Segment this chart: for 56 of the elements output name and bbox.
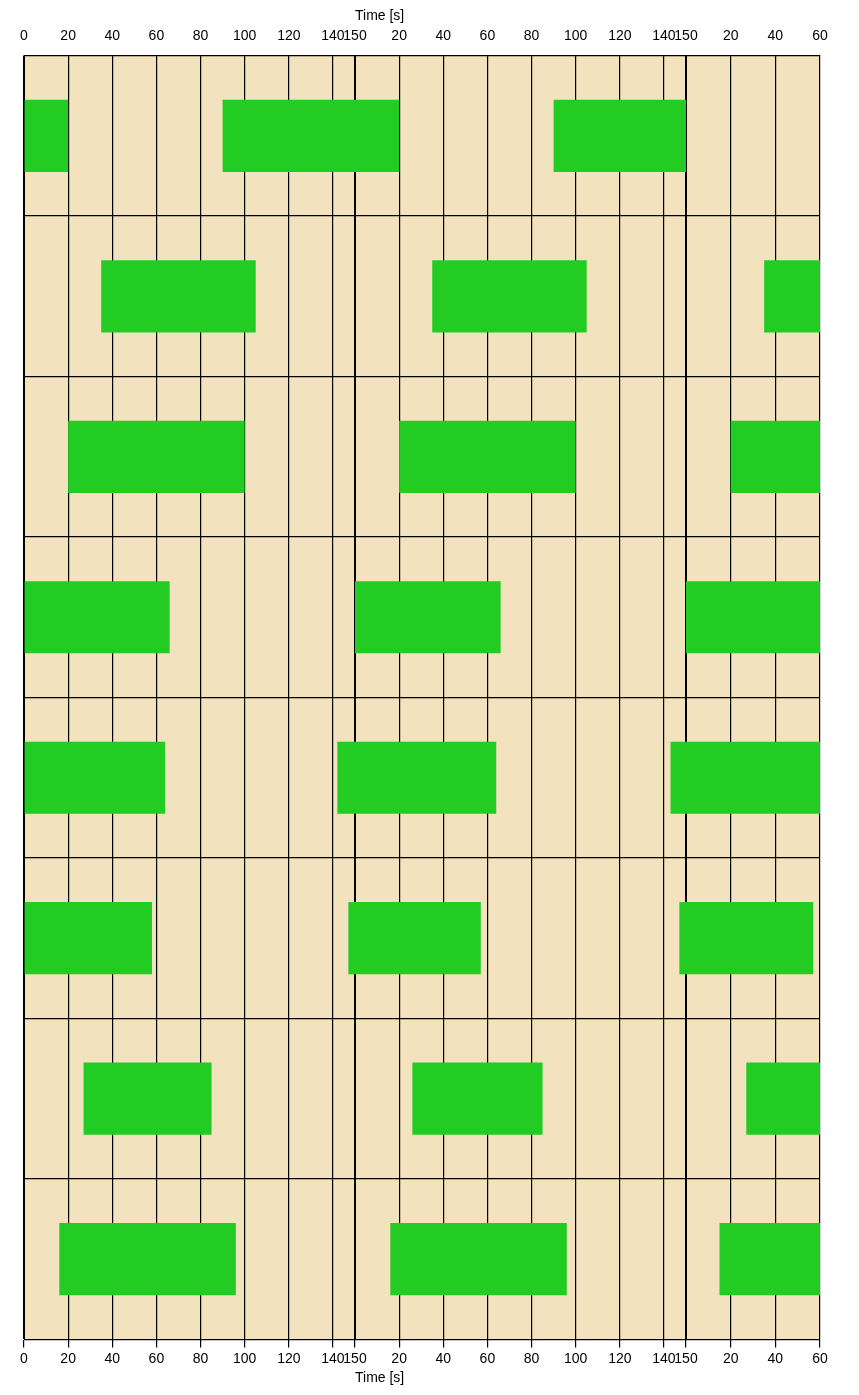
- x2-tick-label: 100: [563, 27, 588, 44]
- x-tick-label: 80: [192, 1349, 209, 1366]
- x-tick-label: 40: [435, 1349, 452, 1366]
- x-tick-label: 20: [60, 1349, 77, 1366]
- bar: [83, 1062, 212, 1135]
- x-tick-label: 80: [523, 1349, 540, 1366]
- x-tick-label: 100: [232, 1349, 257, 1366]
- bar: [412, 1062, 543, 1135]
- bar: [399, 420, 576, 493]
- x2-tick-label: 60: [148, 27, 165, 44]
- x-tick-label: 100: [563, 1349, 588, 1366]
- x-tick-label: 140: [321, 1349, 345, 1366]
- bar: [390, 1223, 567, 1296]
- bar: [24, 99, 69, 172]
- x-tick-label: 150: [674, 1349, 698, 1366]
- x2-tick-label: 60: [812, 27, 828, 44]
- bar: [24, 902, 152, 975]
- x-tick-label: 140: [652, 1349, 676, 1366]
- x2-tick-label: 80: [192, 27, 209, 44]
- x2-tick-label: 40: [767, 27, 784, 44]
- x-tick-label: 120: [277, 1349, 301, 1366]
- bar: [101, 260, 256, 333]
- x-tick-label: 20: [391, 1349, 408, 1366]
- x2-tick-label: 140: [652, 27, 676, 44]
- bar: [68, 420, 245, 493]
- x2-tick-label: 20: [722, 27, 739, 44]
- bar: [432, 260, 587, 333]
- x2-tick-label: 100: [232, 27, 257, 44]
- x-tick-label: 60: [812, 1349, 828, 1366]
- x2-tick-label: 20: [60, 27, 77, 44]
- x2-tick-label: 40: [104, 27, 121, 44]
- x-tick-label: 60: [479, 1349, 496, 1366]
- x2-tick-label: 150: [674, 27, 698, 44]
- x2-tick-label: 120: [277, 27, 301, 44]
- x2-tick-label: 60: [479, 27, 496, 44]
- x2-tick-label: 20: [391, 27, 408, 44]
- x-tick-label: 40: [767, 1349, 784, 1366]
- x-tick-label: 20: [722, 1349, 739, 1366]
- x-axis-title: Time [s]: [355, 1369, 405, 1386]
- x-tick-label: 60: [148, 1349, 165, 1366]
- x-tick-label: 120: [608, 1349, 632, 1366]
- x2-tick-label: 0: [20, 27, 29, 44]
- x2-tick-label: 120: [608, 27, 632, 44]
- x2-tick-label: 150: [343, 27, 367, 44]
- x-tick-label: 40: [104, 1349, 121, 1366]
- bar: [24, 741, 166, 814]
- x-tick-label: 150: [343, 1349, 367, 1366]
- x2-tick-label: 80: [523, 27, 540, 44]
- bar: [355, 581, 501, 654]
- x2-tick-label: 140: [321, 27, 345, 44]
- x2-tick-label: 40: [435, 27, 452, 44]
- bar: [24, 581, 170, 654]
- x-tick-label: 0: [20, 1349, 29, 1366]
- x2-axis-title: Time [s]: [355, 7, 405, 24]
- bar: [553, 99, 686, 172]
- bar: [59, 1223, 236, 1296]
